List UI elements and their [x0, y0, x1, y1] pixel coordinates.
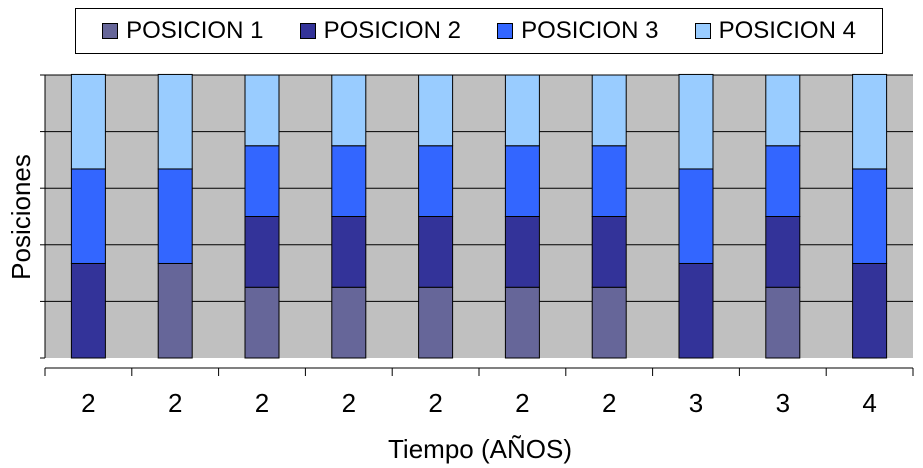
bar-segment-posicion-3 — [852, 168, 888, 264]
bar-segment-posicion-2 — [591, 216, 627, 288]
legend-swatch-posicion-4 — [694, 23, 711, 39]
bar-segment-posicion-4 — [765, 74, 801, 147]
bar-segment-posicion-2 — [70, 262, 106, 359]
x-tick-label: 2 — [515, 388, 529, 418]
bar-segment-posicion-3 — [678, 168, 714, 264]
x-tick-label: 2 — [168, 388, 182, 418]
bar-segment-posicion-4 — [504, 74, 540, 147]
bar-segment-posicion-2 — [765, 216, 801, 288]
legend-item-posicion-2: POSICION 2 — [299, 17, 461, 45]
x-tick-label: 2 — [255, 388, 269, 418]
bar-segment-posicion-3 — [244, 145, 280, 217]
bar-segment-posicion-1 — [765, 286, 801, 359]
x-tick-labels: 2 2 2 2 2 2 2 3 3 4 — [81, 388, 877, 418]
bar-segment-posicion-4 — [418, 74, 454, 147]
bar-segment-posicion-1 — [418, 286, 454, 359]
bar-segment-posicion-4 — [331, 74, 367, 147]
bar-segment-posicion-3 — [331, 145, 367, 217]
bar-segment-posicion-1 — [331, 286, 367, 359]
x-axis-label: Tiempo (AÑOS) — [388, 434, 572, 464]
x-tick-label: 2 — [428, 388, 442, 418]
bar-segment-posicion-3 — [418, 145, 454, 217]
legend-item-posicion-1: POSICION 1 — [102, 17, 263, 45]
bar-segment-posicion-4 — [678, 73, 714, 170]
x-tick-label: 2 — [81, 388, 95, 418]
legend-item-posicion-4: POSICION 4 — [694, 17, 856, 45]
bar-segment-posicion-2 — [418, 216, 454, 288]
y-axis-label: Posiciones — [6, 154, 36, 280]
legend-label-posicion-2: POSICION 2 — [323, 17, 461, 44]
bar-segment-posicion-2 — [678, 262, 714, 359]
bar-segment-posicion-1 — [157, 262, 193, 359]
bar-segment-posicion-4 — [157, 73, 193, 170]
bar-segment-posicion-1 — [244, 286, 280, 359]
x-tick-label: 2 — [602, 388, 616, 418]
bar-segment-posicion-3 — [70, 168, 106, 264]
bar-segment-posicion-2 — [331, 216, 367, 288]
x-tick-label: 2 — [342, 388, 356, 418]
bar-segment-posicion-2 — [244, 216, 280, 288]
legend-label-posicion-4: POSICION 4 — [718, 17, 856, 44]
bar-segment-posicion-3 — [157, 168, 193, 264]
legend-swatch-posicion-3 — [497, 23, 514, 39]
bar-segment-posicion-3 — [765, 145, 801, 217]
bar-segment-posicion-2 — [852, 262, 888, 359]
bar-segment-posicion-1 — [591, 286, 627, 359]
bar-segment-posicion-1 — [504, 286, 540, 359]
bar-segment-posicion-4 — [591, 74, 627, 147]
bar-stacks — [70, 73, 888, 359]
x-tick-label: 3 — [689, 388, 703, 418]
chart-legend: POSICION 1 POSICION 2 POSICION 3 POSICIO… — [75, 8, 883, 54]
bar-segment-posicion-4 — [70, 73, 106, 170]
bar-segment-posicion-2 — [504, 216, 540, 288]
legend-label-posicion-1: POSICION 1 — [126, 17, 264, 44]
bar-segment-posicion-3 — [504, 145, 540, 217]
legend-item-posicion-3: POSICION 3 — [497, 17, 658, 45]
x-tick-label: 3 — [776, 388, 790, 418]
x-tick-label: 4 — [862, 388, 876, 418]
bar-segment-posicion-4 — [852, 73, 888, 170]
legend-swatch-posicion-2 — [299, 23, 316, 39]
axes — [40, 74, 914, 376]
legend-swatch-posicion-1 — [102, 23, 119, 39]
bar-segment-posicion-3 — [591, 145, 627, 217]
bar-segment-posicion-4 — [244, 74, 280, 147]
legend-label-posicion-3: POSICION 3 — [521, 17, 659, 44]
